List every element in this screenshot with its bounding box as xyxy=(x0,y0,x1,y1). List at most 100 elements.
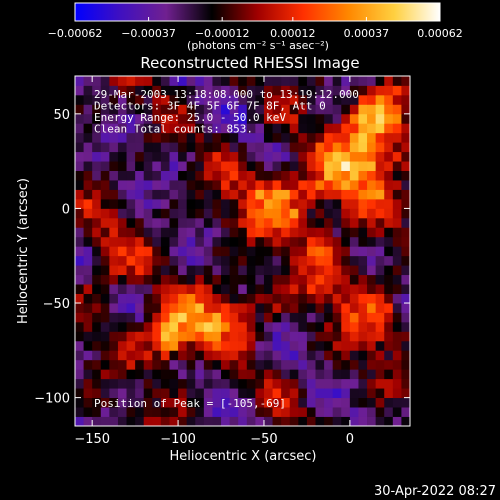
heatmap-cell xyxy=(358,132,368,143)
heatmap-cell xyxy=(272,180,282,190)
heatmap-cell xyxy=(367,369,377,380)
heatmap-cell xyxy=(358,246,368,257)
heatmap-cell xyxy=(324,170,334,181)
heatmap-cell xyxy=(392,113,402,124)
heatmap-cell xyxy=(298,104,308,115)
heatmap-cell xyxy=(401,321,411,332)
heatmap-cell xyxy=(306,76,316,86)
heatmap-cell xyxy=(169,331,179,342)
heatmap-cell xyxy=(263,369,273,380)
heatmap-cell xyxy=(349,407,359,417)
heatmap-cell xyxy=(229,170,239,181)
heatmap-cell xyxy=(324,198,334,209)
heatmap-cell xyxy=(212,180,222,190)
heatmap-cell xyxy=(332,350,342,361)
heatmap-cell xyxy=(281,180,291,190)
heatmap-cell xyxy=(341,151,351,162)
heatmap-cell xyxy=(384,340,394,351)
heatmap-cell xyxy=(195,170,205,181)
heatmap-cell xyxy=(135,331,145,342)
heatmap-cell xyxy=(143,388,153,399)
heatmap-cell xyxy=(375,94,385,105)
heatmap-cell xyxy=(169,189,179,200)
heatmap-cell xyxy=(392,208,402,219)
heatmap-cell xyxy=(341,132,351,143)
heatmap-cell xyxy=(195,397,205,408)
heatmap-cell xyxy=(298,123,308,134)
heatmap-cell xyxy=(117,255,127,266)
heatmap-cell xyxy=(272,151,282,162)
heatmap-cell xyxy=(195,293,205,304)
heatmap-cell xyxy=(135,227,145,238)
heatmap-cell xyxy=(169,340,179,351)
heatmap-cell xyxy=(221,113,231,124)
heatmap-cell xyxy=(83,378,93,389)
heatmap-cell xyxy=(143,151,153,162)
heatmap-cell xyxy=(152,236,162,247)
heatmap-cell xyxy=(358,340,368,351)
heatmap-cell xyxy=(203,189,213,200)
heatmap-cell xyxy=(100,104,110,115)
heatmap-cell xyxy=(160,227,170,238)
heatmap-cell xyxy=(272,255,282,266)
heatmap-cell xyxy=(358,255,368,266)
heatmap-cell xyxy=(109,198,119,209)
heatmap-cell xyxy=(289,104,299,115)
heatmap-cell xyxy=(358,104,368,115)
heatmap-cell xyxy=(401,340,411,351)
heatmap-cell xyxy=(126,331,136,342)
heatmap-cell xyxy=(221,350,231,361)
heatmap-cell xyxy=(289,321,299,332)
heatmap-cell xyxy=(246,246,256,257)
heatmap-cell xyxy=(324,217,334,228)
heatmap-cell xyxy=(135,303,145,313)
heatmap-cell xyxy=(401,113,411,124)
heatmap-cell xyxy=(298,151,308,162)
heatmap-cell xyxy=(375,104,385,115)
heatmap-cell xyxy=(401,198,411,209)
heatmap-cell xyxy=(92,397,102,408)
heatmap-cell xyxy=(332,246,342,257)
heatmap-cell xyxy=(100,265,110,276)
heatmap-cell xyxy=(143,265,153,276)
heatmap-cell xyxy=(392,321,402,332)
heatmap-cell xyxy=(246,359,256,370)
heatmap-cell xyxy=(109,350,119,361)
heatmap-cell xyxy=(75,217,84,228)
heatmap-cell xyxy=(263,388,273,399)
heatmap-cell xyxy=(126,416,136,427)
heatmap-cell xyxy=(315,293,325,304)
heatmap-cell xyxy=(92,198,102,209)
heatmap-cell xyxy=(289,189,299,200)
heatmap-cell xyxy=(289,397,299,408)
heatmap-cell xyxy=(143,104,153,115)
heatmap-cell xyxy=(195,208,205,219)
heatmap-cell xyxy=(392,198,402,209)
heatmap-cell xyxy=(272,161,282,171)
heatmap-cell xyxy=(401,161,411,171)
heatmap-cell xyxy=(375,142,385,153)
heatmap-cell xyxy=(358,76,368,86)
heatmap-cell xyxy=(401,151,411,162)
heatmap-cell xyxy=(324,76,334,86)
heatmap-cell xyxy=(186,274,196,285)
heatmap-cell xyxy=(169,359,179,370)
heatmap-cell xyxy=(238,246,248,257)
heatmap-cell xyxy=(212,236,222,247)
heatmap-cell xyxy=(92,217,102,228)
heatmap-cell xyxy=(203,104,213,115)
heatmap-cell xyxy=(289,142,299,153)
heatmap-cell xyxy=(349,217,359,228)
heatmap-cell xyxy=(143,340,153,351)
heatmap-cell xyxy=(298,274,308,285)
heatmap-cell xyxy=(375,416,385,427)
heatmap-cell xyxy=(126,303,136,313)
heatmap-cell xyxy=(109,76,119,86)
heatmap-cell xyxy=(169,104,179,115)
heatmap-cell xyxy=(384,265,394,276)
heatmap-cell xyxy=(135,208,145,219)
heatmap-cell xyxy=(367,416,377,427)
heatmap-cell xyxy=(263,142,273,153)
heatmap-cell xyxy=(367,132,377,143)
heatmap-cell xyxy=(281,369,291,380)
